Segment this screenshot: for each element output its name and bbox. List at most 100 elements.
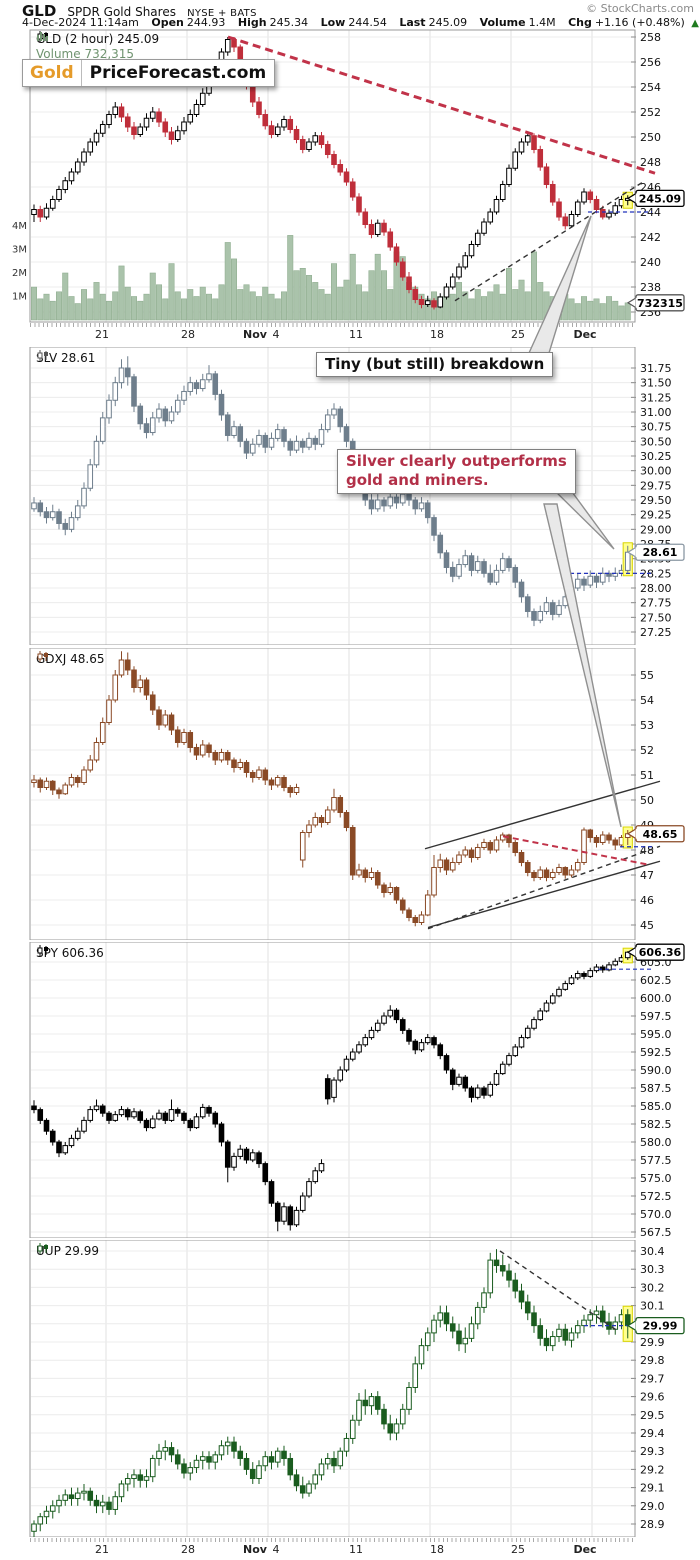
low-value: 244.54 [348,16,387,29]
ticker-name: SPDR Gold Shares [67,5,176,19]
svg-text:29.75: 29.75 [640,479,672,492]
x-axis-label: 4 [272,1543,280,1556]
uup-candles [31,1249,633,1537]
spy-panel-label: SPY 606.36 [36,945,104,960]
chg-value: +1.16 (+0.48%) [594,16,685,29]
svg-text:582.5: 582.5 [640,1118,672,1131]
svg-text:254: 254 [640,81,661,94]
svg-text:29.50: 29.50 [640,494,672,507]
x-axis-label: 4 [272,328,280,341]
svg-text:597.5: 597.5 [640,1010,672,1023]
open-value: 244.93 [186,16,226,29]
svg-text:567.5: 567.5 [640,1226,672,1238]
panel-gld: 258 256 254 252 250 248 246 244 242 240 238 236 4M 3M… [0,28,700,323]
svg-text:585.0: 585.0 [640,1100,672,1113]
svg-text:3M: 3M [12,245,27,256]
chart-header: GLD SPDR Gold Shares NYSE + BATS © Stock… [0,0,700,29]
svg-text:30.50: 30.50 [640,435,672,448]
spy-candles [31,947,633,1232]
x-axis-label: Dec [573,328,597,341]
svg-text:28.00: 28.00 [640,582,672,595]
ticker-symbol: GLD [22,2,57,20]
svg-text:248: 248 [640,156,661,169]
svg-text:2M: 2M [12,268,27,279]
svg-text:242: 242 [640,231,661,244]
high-label: High [237,16,267,29]
candlestick-icon [37,945,48,956]
breakdown-annotation: Tiny (but still) breakdown [316,352,554,377]
svg-text:600.0: 600.0 [640,992,672,1005]
svg-text:240: 240 [640,256,661,269]
svg-text:31.75: 31.75 [640,362,672,375]
header-quote-line: 4-Dec-2024 11:14am Open 244.93 High 245.34… [22,16,699,29]
candlestick-icon [37,1243,48,1254]
svg-text:31.25: 31.25 [640,391,672,404]
svg-text:27.50: 27.50 [640,611,672,624]
svg-text:592.5: 592.5 [640,1046,672,1059]
svg-text:580.0: 580.0 [640,1136,672,1149]
svg-text:29.0: 29.0 [640,1500,665,1513]
svg-text:31.00: 31.00 [640,406,672,419]
svg-text:29.3: 29.3 [640,1445,665,1458]
gdxj-candles [31,651,633,927]
header-title-line: GLD SPDR Gold Shares NYSE + BATS [22,1,257,20]
svg-text:606.36: 606.36 [639,946,682,959]
svg-text:29.1: 29.1 [640,1482,665,1495]
svg-text:47: 47 [640,869,654,882]
svg-text:595.0: 595.0 [640,1028,672,1041]
svg-text:28.9: 28.9 [640,1518,665,1531]
svg-text:55: 55 [640,669,654,682]
svg-text:50: 50 [640,794,654,807]
open-label: Open [151,16,184,29]
svg-text:29.8: 29.8 [640,1354,665,1367]
uup-plot: 30.4 30.3 30.2 30.1 29.9 29.8 29.7 29.6 29.5 29.4… [29,1240,685,1537]
volume-value: 1.4M [528,16,556,29]
svg-text:30.25: 30.25 [640,450,672,463]
svg-text:570.0: 570.0 [640,1208,672,1221]
gld-label-text: GLD (2 hour) 245.09 [36,31,160,46]
svg-text:575.0: 575.0 [640,1172,672,1185]
x-axis-label: Nov [243,328,267,341]
bottom-x-axis: 21 28 Nov 4 11 18 25 Dec [0,1538,700,1560]
gld-plot: 2582562542522502482462442422402382364M3M… [12,29,685,323]
svg-text:45: 45 [640,919,654,932]
svg-text:577.5: 577.5 [640,1154,672,1167]
x-axis-label: 28 [181,328,195,341]
gdxj-label-text: GDXJ 48.65 [36,651,105,666]
slv-panel-label: SLV 28.61 [36,350,95,365]
x-axis-label: 25 [511,1543,525,1556]
svg-text:30.3: 30.3 [640,1263,665,1276]
silver-annotation: Silver clearly outperforms gold and mine… [337,449,576,494]
svg-text:29.4: 29.4 [640,1427,665,1440]
svg-text:29.7: 29.7 [640,1372,665,1385]
candlestick-icon [37,651,48,662]
trendline [427,845,661,930]
x-axis-ticks [30,1538,635,1542]
panel-gdxj: 555453525150494847464548.65 GDXJ 48.65 [0,648,700,940]
logo-rest-text: PriceForecast.com [89,63,267,83]
svg-text:238: 238 [640,281,661,294]
svg-text:27.75: 27.75 [640,597,672,610]
x-axis-label: Nov [243,1543,267,1556]
panel-uup: 30.4 30.3 30.2 30.1 29.9 29.8 29.7 29.6 29.5 29.4… [0,1240,700,1537]
candlestick-icon [37,350,48,361]
svg-text:572.5: 572.5 [640,1190,672,1203]
svg-text:732315: 732315 [637,297,683,310]
x-axis-label: Dec [573,1543,597,1556]
uup-label-text: UUP 29.99 [36,1243,99,1258]
svg-text:258: 258 [640,31,661,44]
svg-text:245.09: 245.09 [639,192,681,205]
svg-text:31.50: 31.50 [640,377,672,390]
svg-text:29.00: 29.00 [640,523,672,536]
trendline [227,35,656,175]
volume-bars-icon [37,32,48,41]
svg-text:29.5: 29.5 [640,1409,665,1422]
x-axis-label: 28 [181,1543,195,1556]
svg-text:250: 250 [640,131,661,144]
svg-text:52: 52 [640,744,654,757]
quote-datetime: 4-Dec-2024 11:14am [22,16,139,29]
gld-x-axis: 21 28 Nov 4 11 18 25 Dec [0,323,700,345]
stockcharts-copyright: © StockCharts.com [586,2,694,15]
svg-text:30.00: 30.00 [640,465,672,478]
